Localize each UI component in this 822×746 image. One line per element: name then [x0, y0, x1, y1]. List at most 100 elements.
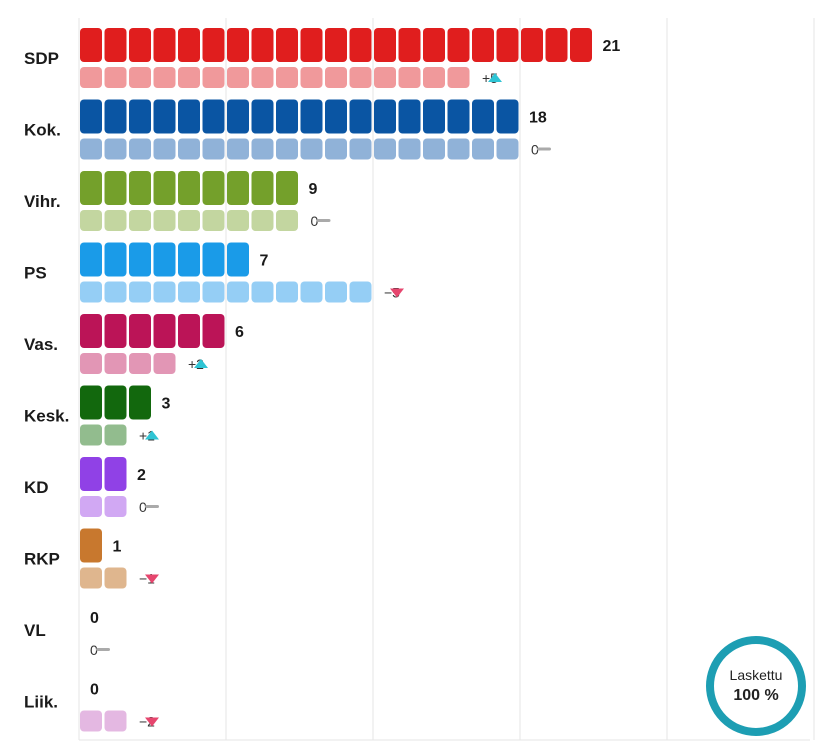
seat-block [545, 28, 568, 62]
change-value: 0 [311, 213, 319, 229]
previous-seat-block [447, 138, 470, 160]
seat-block [570, 28, 592, 62]
previous-seat-block [104, 710, 127, 732]
seat-block [80, 314, 102, 348]
grid-lines [78, 18, 815, 741]
row-liik: Liik.0−2 [24, 682, 159, 732]
previous-seat-block [178, 67, 200, 88]
seat-value: 9 [309, 181, 318, 198]
party-label: PS [24, 264, 47, 283]
previous-seat-block [202, 281, 225, 303]
row-vas: Vas.6+2 [24, 314, 244, 374]
previous-seat-block [80, 567, 102, 589]
seat-block [153, 314, 176, 348]
party-label: KD [24, 478, 49, 497]
seat-value: 21 [603, 38, 621, 55]
previous-seat-block [153, 67, 176, 88]
previous-seat-block [80, 210, 102, 231]
seat-block [129, 385, 151, 420]
previous-seat-block [300, 138, 323, 160]
chart-rows: SDP21+5Kok.180Vihr.90PS7−5Vas.6+2Kesk.3+… [24, 28, 620, 732]
previous-seat-block [349, 67, 372, 88]
previous-seat-block [398, 138, 421, 160]
party-label: SDP [24, 49, 59, 68]
seat-block [300, 99, 323, 134]
previous-seat-block [423, 138, 445, 160]
seat-block [80, 242, 102, 277]
seat-block [202, 314, 225, 348]
seat-block [153, 99, 176, 134]
previous-seat-block [129, 138, 151, 160]
seat-block [80, 528, 102, 563]
increase-arrow-icon [488, 73, 502, 82]
seat-block [178, 99, 200, 134]
status-label: Laskettu [729, 667, 783, 683]
seat-block [202, 171, 225, 205]
no-change-dash-icon [537, 147, 551, 151]
seat-block [325, 28, 347, 62]
decrease-arrow-icon [145, 574, 159, 584]
previous-seat-block [472, 138, 494, 160]
previous-seat-block [104, 496, 127, 517]
previous-seat-block [129, 210, 151, 231]
previous-seat-block [349, 138, 372, 160]
seat-value: 6 [235, 324, 244, 341]
seat-block [349, 99, 372, 134]
previous-seat-block [276, 67, 298, 88]
previous-seat-block [374, 67, 396, 88]
seat-block [178, 314, 200, 348]
status-value: 100 % [733, 687, 779, 704]
seat-block [325, 99, 347, 134]
seat-value: 1 [113, 539, 122, 556]
increase-arrow-icon [194, 359, 208, 368]
seat-block [276, 28, 298, 62]
previous-seat-block [300, 281, 323, 303]
seat-block [104, 99, 127, 134]
previous-seat-block [202, 67, 225, 88]
seat-block [153, 242, 176, 277]
previous-seat-block [251, 281, 274, 303]
row-ps: PS7−5 [24, 242, 404, 303]
seat-block [251, 28, 274, 62]
previous-seat-block [80, 281, 102, 303]
seat-block [251, 171, 274, 205]
seat-block [129, 28, 151, 62]
change-value: 0 [90, 642, 98, 658]
seat-block [178, 242, 200, 277]
previous-seat-block [423, 67, 445, 88]
previous-seat-block [104, 567, 127, 589]
party-label: Vihr. [24, 192, 61, 211]
previous-seat-block [325, 67, 347, 88]
seat-block [251, 99, 274, 134]
previous-seat-block [104, 353, 127, 374]
seat-block [423, 28, 445, 62]
previous-seat-block [325, 281, 347, 303]
seat-block [276, 171, 298, 205]
seat-block [300, 28, 323, 62]
seat-block [472, 99, 494, 134]
seat-block [80, 457, 102, 491]
seat-block [496, 28, 519, 62]
seat-block [178, 171, 200, 205]
previous-seat-block [129, 67, 151, 88]
previous-seat-block [227, 210, 249, 231]
previous-seat-block [398, 67, 421, 88]
previous-seat-block [104, 424, 127, 446]
seat-block [202, 99, 225, 134]
increase-arrow-icon [145, 430, 159, 440]
seat-block [202, 28, 225, 62]
previous-seat-block [153, 138, 176, 160]
previous-seat-block [80, 710, 102, 732]
no-change-dash-icon [316, 219, 331, 222]
seat-block [104, 385, 127, 420]
seat-value: 7 [260, 253, 269, 270]
previous-seat-block [325, 138, 347, 160]
seat-block [80, 385, 102, 420]
seat-block [276, 99, 298, 134]
seat-block [227, 171, 249, 205]
seat-block [227, 28, 249, 62]
seat-block [447, 99, 470, 134]
